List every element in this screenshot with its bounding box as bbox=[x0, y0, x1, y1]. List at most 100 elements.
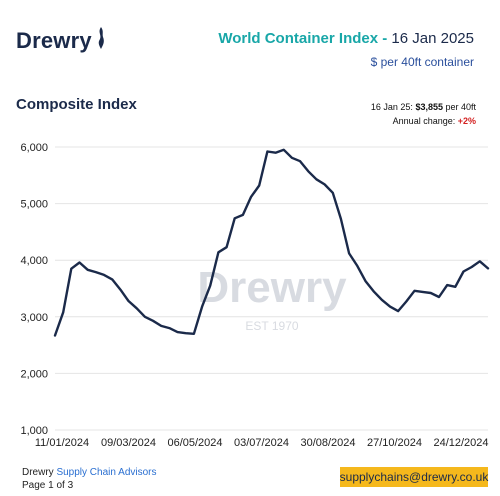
x-tick-label: 27/10/2024 bbox=[367, 437, 422, 449]
data-point bbox=[242, 214, 244, 216]
annual-change-label: Annual change: bbox=[392, 116, 458, 126]
data-point bbox=[471, 266, 473, 268]
data-point bbox=[446, 284, 448, 286]
data-point bbox=[234, 217, 236, 219]
index-header: World Container Index - 16 Jan 2025 $ pe… bbox=[218, 30, 474, 69]
latest-value: $3,855 bbox=[415, 102, 443, 112]
data-point bbox=[454, 286, 456, 288]
data-point bbox=[332, 192, 334, 194]
logo-wordmark: Drewry bbox=[16, 27, 92, 53]
y-tick-label: 5,000 bbox=[20, 199, 48, 211]
footer-division: Supply Chain Advisors bbox=[56, 467, 157, 478]
latest-value-line: 16 Jan 25: $3,855 per 40ft bbox=[371, 100, 476, 114]
data-point bbox=[324, 183, 326, 185]
data-point bbox=[315, 178, 318, 180]
y-tick-label: 6,000 bbox=[20, 142, 48, 154]
data-point bbox=[356, 265, 358, 267]
x-axis-ticks: 11/01/2024 09/03/2024 06/05/2024 03/07/2024… bbox=[35, 437, 489, 449]
watermark-est: EST 1970 bbox=[245, 319, 298, 333]
data-point bbox=[87, 269, 89, 271]
data-point bbox=[168, 327, 170, 329]
data-point bbox=[127, 300, 130, 302]
footer-info: Drewry Supply Chain Advisors Page 1 of 3 bbox=[22, 466, 157, 492]
contact-email-button[interactable]: supplychains@drewry.co.uk bbox=[340, 467, 488, 487]
footer-company: Drewry bbox=[22, 467, 54, 478]
index-unit: $ per 40ft container bbox=[370, 55, 474, 69]
flame-icon bbox=[95, 26, 107, 55]
y-tick-label: 4,000 bbox=[20, 255, 48, 267]
index-date: 16 Jan 2025 bbox=[391, 30, 474, 47]
data-point bbox=[103, 274, 105, 276]
data-point bbox=[225, 246, 228, 248]
data-point bbox=[95, 271, 97, 273]
y-tick-label: 3,000 bbox=[20, 312, 48, 324]
data-point bbox=[136, 307, 138, 309]
data-point bbox=[389, 306, 391, 308]
title-separator: - bbox=[378, 30, 392, 47]
data-point bbox=[185, 332, 187, 334]
data-point bbox=[422, 291, 424, 293]
x-tick-label: 11/01/2024 bbox=[35, 437, 89, 449]
y-axis-ticks: 1,000 2,000 3,000 4,000 5,000 6,000 bbox=[20, 142, 48, 437]
gridlines bbox=[55, 146, 488, 431]
data-point bbox=[144, 316, 146, 318]
x-tick-label: 06/05/2024 bbox=[167, 437, 222, 449]
data-point bbox=[340, 218, 342, 220]
data-point bbox=[217, 251, 219, 253]
index-title: World Container Index bbox=[218, 30, 379, 47]
data-point bbox=[283, 149, 285, 151]
data-point bbox=[258, 184, 260, 187]
data-point bbox=[479, 260, 481, 262]
data-point bbox=[201, 306, 203, 308]
latest-prefix: 16 Jan 25: bbox=[370, 102, 416, 112]
data-point bbox=[364, 280, 367, 282]
x-tick-label: 03/07/2024 bbox=[234, 437, 289, 449]
data-point bbox=[397, 310, 399, 312]
data-point bbox=[209, 285, 211, 287]
data-point bbox=[70, 268, 72, 270]
drewry-logo: Drewry bbox=[16, 26, 107, 55]
data-point bbox=[152, 320, 154, 322]
data-point bbox=[274, 152, 277, 154]
data-point bbox=[430, 292, 432, 294]
data-point bbox=[78, 261, 81, 264]
annual-change-line: Annual change: +2% bbox=[371, 114, 476, 128]
data-point bbox=[413, 290, 416, 292]
footer-page: Page 1 of 3 bbox=[22, 480, 74, 491]
data-point bbox=[160, 325, 162, 327]
data-point bbox=[250, 196, 252, 198]
x-tick-label: 09/03/2024 bbox=[101, 437, 156, 449]
data-point bbox=[438, 296, 440, 298]
x-tick-label: 30/08/2024 bbox=[300, 437, 355, 449]
series-line bbox=[53, 148, 490, 337]
data-point bbox=[381, 299, 383, 301]
chart-title: Composite Index bbox=[16, 96, 137, 113]
data-point bbox=[307, 170, 309, 172]
y-tick-label: 1,000 bbox=[20, 425, 48, 437]
data-point bbox=[62, 311, 64, 313]
data-point bbox=[111, 278, 113, 281]
data-point bbox=[348, 252, 350, 255]
x-tick-label: 24/12/2024 bbox=[433, 437, 488, 449]
series-layer bbox=[53, 148, 490, 337]
data-point bbox=[291, 157, 293, 159]
data-point bbox=[54, 334, 56, 337]
latest-suffix: per 40ft bbox=[442, 102, 476, 112]
latest-value-annotation: 16 Jan 25: $3,855 per 40ft Annual change… bbox=[371, 100, 476, 128]
data-point bbox=[405, 300, 407, 303]
data-point bbox=[266, 150, 269, 153]
y-tick-label: 2,000 bbox=[20, 368, 48, 380]
watermark-text: Drewry bbox=[197, 263, 347, 312]
footer-company-line: Drewry Supply Chain Advisors bbox=[22, 466, 157, 479]
annual-change-value: +2% bbox=[457, 116, 476, 126]
data-point bbox=[193, 333, 195, 335]
chart-watermark: Drewry EST 1970 bbox=[197, 263, 347, 333]
data-point bbox=[119, 289, 121, 291]
data-point bbox=[487, 267, 489, 270]
data-point bbox=[373, 290, 375, 292]
data-point bbox=[176, 331, 179, 333]
data-point bbox=[299, 160, 301, 162]
index-title-line: World Container Index - 16 Jan 2025 bbox=[218, 30, 474, 47]
data-point bbox=[462, 270, 465, 273]
